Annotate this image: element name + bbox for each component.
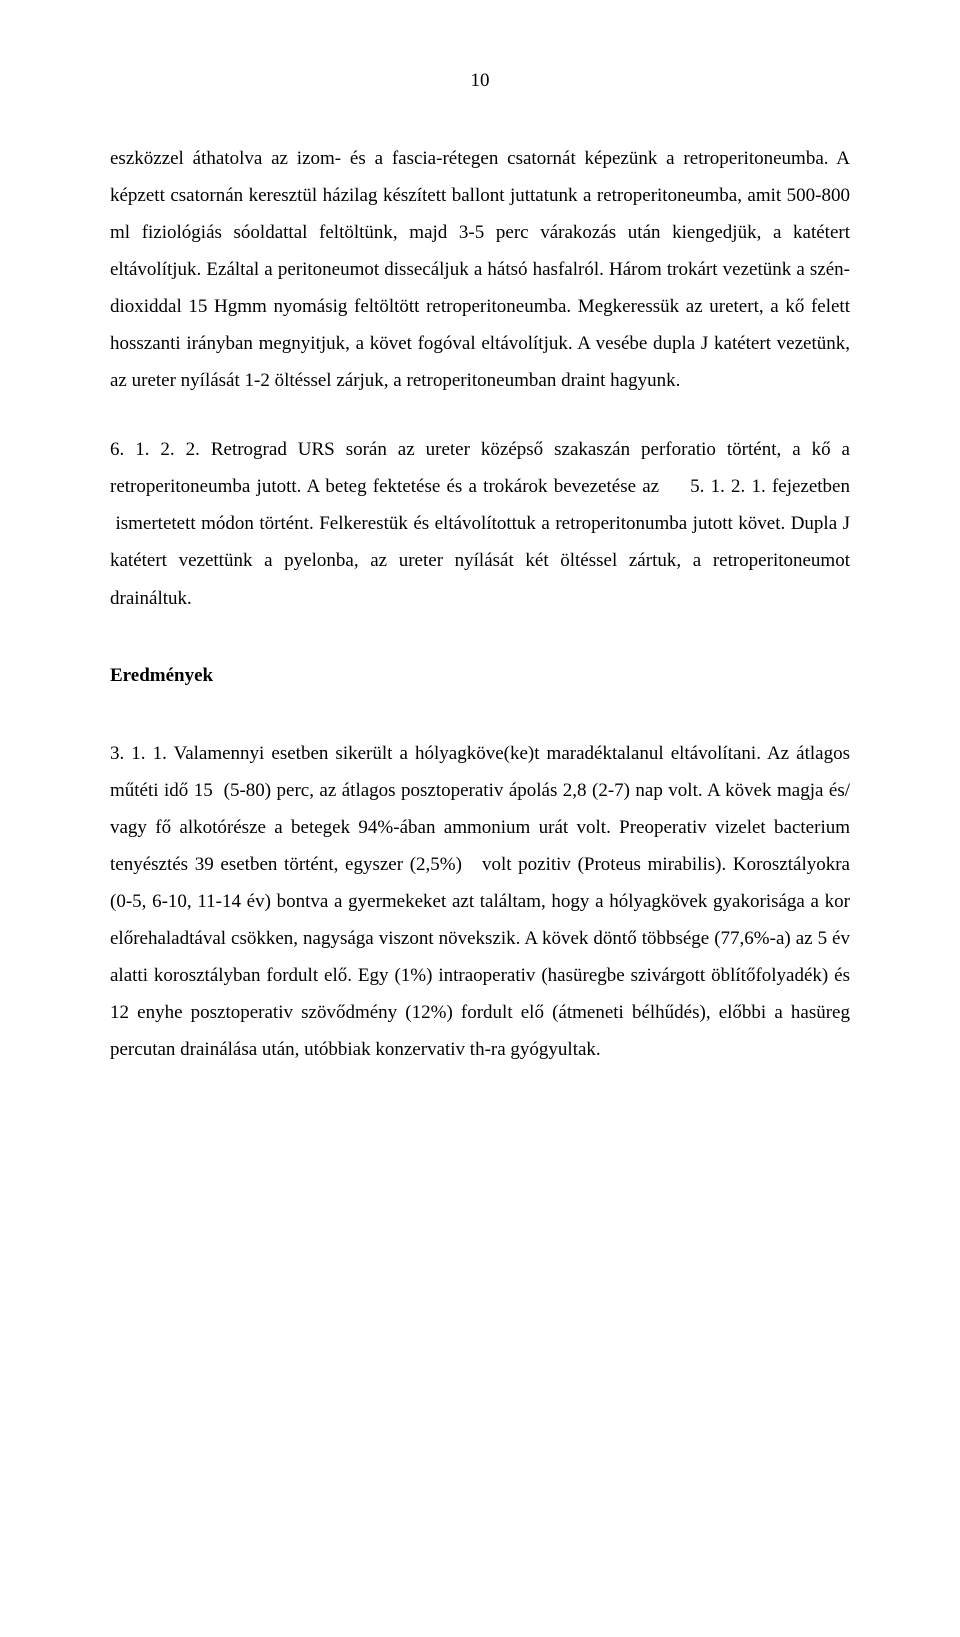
body-paragraph-1: eszközzel áthatolva az izom- és a fascia… — [110, 140, 850, 399]
body-paragraph-3: 3. 1. 1. Valamennyi esetben sikerült a h… — [110, 735, 850, 1068]
body-paragraph-2: 6. 1. 2. 2. Retrograd URS során az urete… — [110, 431, 850, 616]
page-number: 10 — [110, 70, 850, 92]
section-heading-results: Eredmények — [110, 665, 850, 687]
